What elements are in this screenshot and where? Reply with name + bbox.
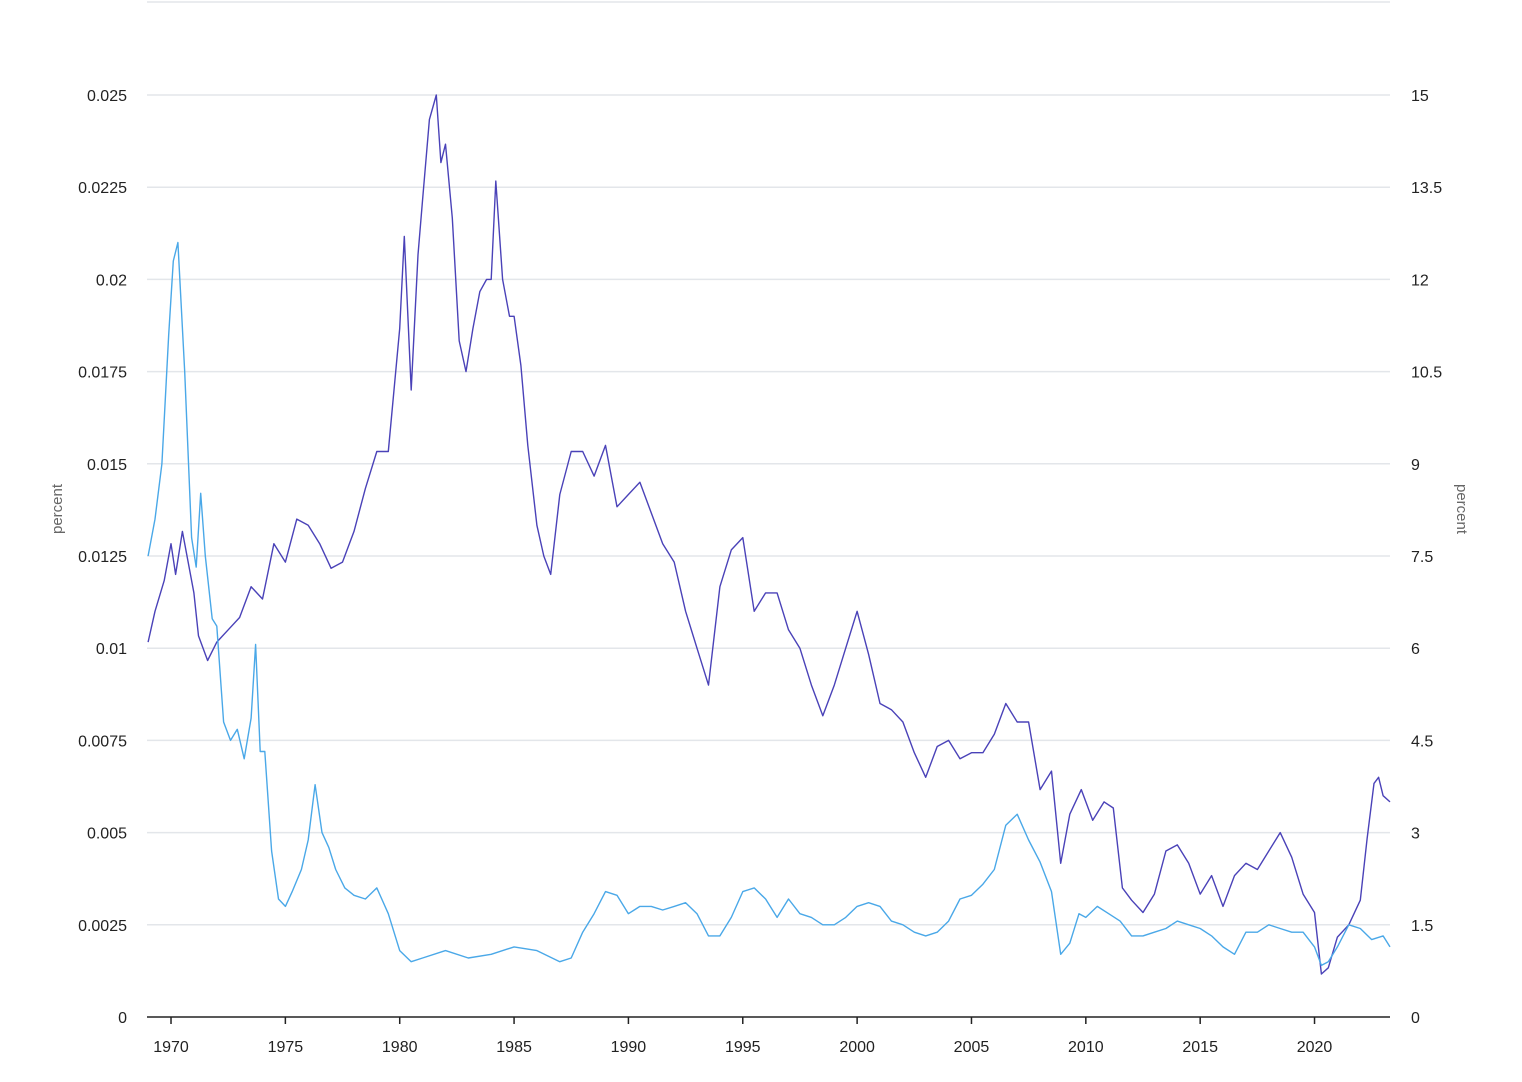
x-tick-label: 1995 bbox=[725, 1039, 761, 1056]
x-tick-label: 2015 bbox=[1182, 1039, 1218, 1056]
right-y-tick-label: 3 bbox=[1411, 826, 1420, 843]
right-y-tick-label: 0 bbox=[1411, 1010, 1420, 1027]
x-tick-label: 1990 bbox=[611, 1039, 647, 1056]
right-y-tick-label: 7.5 bbox=[1411, 549, 1433, 566]
x-tick-label: 1980 bbox=[382, 1039, 418, 1056]
x-tick-label: 2010 bbox=[1068, 1039, 1104, 1056]
left-y-tick-label: 0.0175 bbox=[78, 365, 127, 382]
right-y-tick-label: 15 bbox=[1411, 88, 1429, 105]
left-y-tick-label: 0.0025 bbox=[78, 918, 127, 935]
left-y-tick-label: 0.0125 bbox=[78, 549, 127, 566]
left-y-tick-label: 0.015 bbox=[87, 457, 127, 474]
x-tick-label: 1975 bbox=[268, 1039, 304, 1056]
right-y-tick-label: 10.5 bbox=[1411, 365, 1442, 382]
x-tick-label: 2005 bbox=[954, 1039, 990, 1056]
left-y-axis-ticks: 0 0.0025 0.005 0.0075 0.01 0.0125 0.015 0.0175 0… bbox=[78, 88, 127, 1027]
left-y-axis-title: percent bbox=[49, 483, 66, 534]
series-layer bbox=[147, 94, 1391, 975]
left-y-tick-label: 0.01 bbox=[96, 641, 127, 658]
series-line-left-axis bbox=[147, 241, 1391, 967]
right-y-tick-label: 6 bbox=[1411, 641, 1420, 658]
x-axis-ticks: 1970 1975 1980 1985 1990 1995 2000 2005 2010 2015… bbox=[153, 1017, 1332, 1056]
left-y-tick-label: 0.005 bbox=[87, 826, 127, 843]
left-y-tick-label: 0.0225 bbox=[78, 180, 127, 197]
right-y-tick-label: 9 bbox=[1411, 457, 1420, 474]
left-y-tick-label: 0.0075 bbox=[78, 733, 127, 750]
left-y-tick-label: 0.025 bbox=[87, 88, 127, 105]
x-tick-label: 2020 bbox=[1297, 1039, 1333, 1056]
right-y-axis-ticks: 0 1.5 3 4.5 6 7.5 9 10.5 12 13.5 15 bbox=[1411, 88, 1442, 1027]
gridlines bbox=[147, 94, 1390, 926]
right-y-tick-label: 13.5 bbox=[1411, 180, 1442, 197]
x-tick-label: 2000 bbox=[839, 1039, 875, 1056]
series-line-right-axis bbox=[147, 94, 1391, 975]
left-y-tick-label: 0 bbox=[118, 1010, 127, 1027]
left-y-tick-label: 0.02 bbox=[96, 272, 127, 289]
right-y-tick-label: 12 bbox=[1411, 272, 1429, 289]
x-tick-label: 1970 bbox=[153, 1039, 189, 1056]
right-y-tick-label: 4.5 bbox=[1411, 733, 1433, 750]
right-y-tick-label: 1.5 bbox=[1411, 918, 1433, 935]
right-y-axis-title: percent bbox=[1453, 484, 1470, 535]
x-tick-label: 1985 bbox=[496, 1039, 532, 1056]
